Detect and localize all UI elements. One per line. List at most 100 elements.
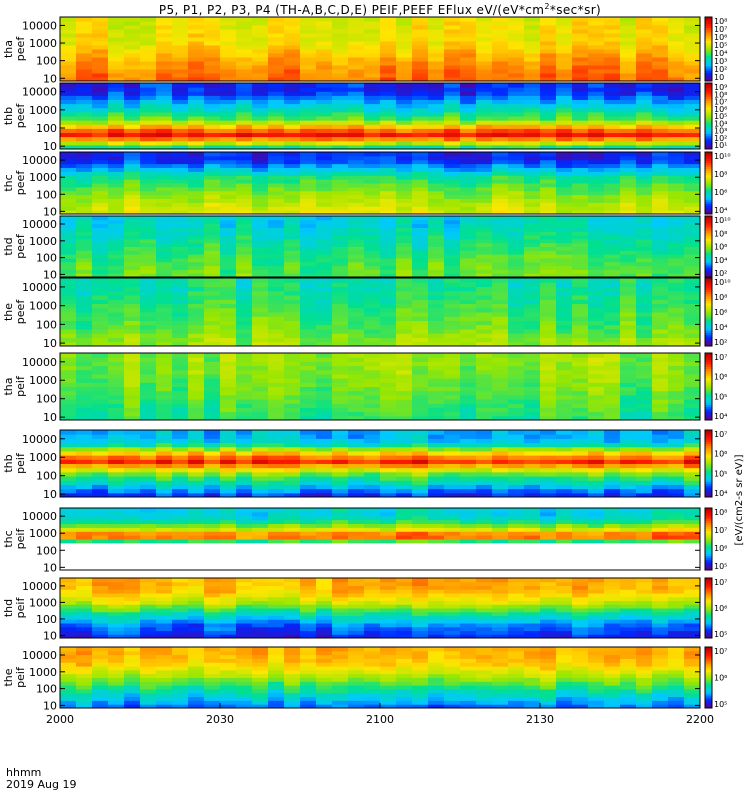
colorbar-segment [705, 72, 712, 76]
heat-cell [252, 25, 269, 30]
colorbar-segment [705, 98, 712, 102]
heat-cell [348, 365, 365, 371]
heat-cell [252, 378, 269, 383]
heat-cell [652, 111, 669, 117]
heat-cell [156, 132, 173, 138]
heat-cell [428, 194, 445, 200]
heat-cell [460, 120, 477, 125]
heat-cell [124, 33, 141, 38]
heat-cell [684, 246, 701, 251]
heat-cell [268, 235, 285, 240]
heat-cell [524, 353, 541, 358]
heat-cell [156, 390, 173, 396]
heat-cell [76, 216, 93, 221]
heat-cell [268, 312, 285, 317]
heat-cell [668, 278, 685, 283]
heat-cell [92, 353, 109, 358]
heat-cell [412, 438, 429, 444]
heat-cell [636, 73, 653, 78]
heat-cell [108, 186, 125, 192]
heat-cell [364, 17, 381, 22]
heat-cell [92, 471, 109, 477]
heat-cell [140, 299, 157, 304]
heat-cell [140, 463, 157, 469]
heat-cell [412, 140, 429, 146]
heat-cell [124, 459, 141, 464]
heat-cell [444, 407, 461, 413]
heat-cell [556, 295, 573, 300]
colorbar-tick-label: 10¹ [714, 141, 727, 150]
heat-cell [588, 194, 605, 200]
heat-cell [476, 21, 493, 26]
heat-cell [460, 37, 477, 42]
heat-cell [284, 312, 301, 317]
heat-cell [140, 378, 157, 383]
heat-cell [604, 273, 621, 278]
heat-cell [412, 365, 429, 371]
heat-cell [348, 238, 365, 244]
heat-cell [540, 303, 557, 309]
heat-cell [76, 353, 93, 358]
heat-cell [76, 116, 93, 121]
colorbar-tick-label: 10² [714, 134, 727, 143]
heat-cell [108, 527, 125, 532]
heat-cell [220, 210, 237, 215]
heat-cell [220, 155, 237, 161]
heat-cell [364, 87, 381, 92]
heat-cell [668, 53, 685, 58]
heat-cell [140, 361, 157, 367]
heat-cell [428, 484, 445, 490]
heat-cell [172, 140, 189, 146]
heat-cell [444, 369, 461, 375]
heat-cell [332, 415, 349, 421]
heat-cell [444, 399, 461, 404]
heat-cell [188, 69, 205, 74]
heat-cell [684, 155, 701, 161]
heat-cell [604, 53, 621, 58]
heat-cell [380, 407, 397, 413]
heat-cell [156, 206, 173, 211]
heat-cell [364, 49, 381, 54]
heat-cell [220, 223, 237, 228]
colorbar-segment [705, 399, 712, 403]
heat-cell [252, 353, 269, 358]
heat-cell [252, 124, 269, 129]
heat-cell [252, 61, 269, 66]
heat-cell [636, 57, 653, 62]
heat-cell [108, 246, 125, 251]
heat-cell [188, 459, 205, 464]
heat-cell [156, 99, 173, 105]
heat-cell [588, 455, 605, 460]
heat-cell [556, 116, 573, 121]
heat-cell [444, 390, 461, 396]
heat-cell [92, 57, 109, 62]
heat-cell [348, 73, 365, 78]
heat-cell [556, 394, 573, 400]
heat-cell [316, 132, 333, 138]
heat-cell [636, 190, 653, 196]
heat-cell [124, 403, 141, 408]
heat-cell [684, 329, 701, 334]
heat-cell [508, 353, 525, 358]
heat-cell [60, 41, 77, 46]
heat-cell [604, 455, 621, 460]
heat-cell [300, 265, 317, 270]
heat-cell [364, 235, 381, 240]
heat-cell [604, 37, 621, 42]
colorbar-segment [705, 254, 712, 258]
heat-cell [76, 186, 93, 192]
heat-cell [556, 286, 573, 292]
heat-cell [332, 434, 349, 439]
heat-cell [172, 361, 189, 367]
heat-cell [252, 265, 269, 270]
y-tick-label: 1000 [29, 37, 57, 50]
heat-cell [92, 95, 109, 101]
heat-cell [252, 273, 269, 278]
heat-cell [332, 488, 349, 494]
colorbar-segment [705, 415, 712, 419]
heat-cell [412, 37, 429, 42]
heat-cell [316, 25, 333, 30]
heat-cell [268, 438, 285, 444]
heat-cell [364, 25, 381, 30]
